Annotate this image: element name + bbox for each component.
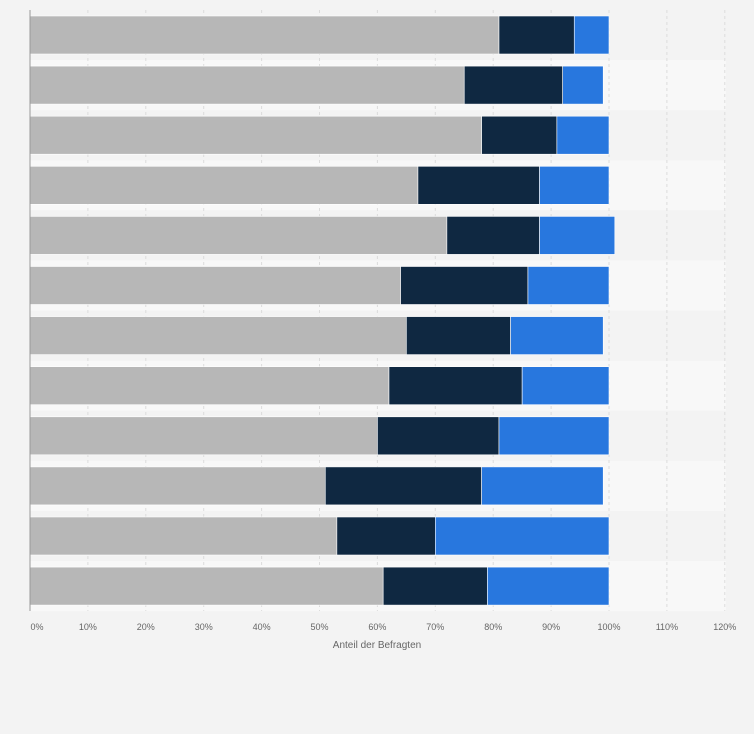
bar-segment-1[interactable] — [29, 316, 407, 355]
bar-segment-3[interactable] — [487, 566, 610, 606]
bar-segment-3[interactable] — [498, 416, 610, 456]
bar-segment-1[interactable] — [29, 466, 326, 506]
bar-segment-2[interactable] — [377, 416, 500, 456]
bar-segment-1[interactable] — [29, 115, 482, 155]
x-axis-ticks: 0% 10% 20% 30% 40% 50% 60% 70% 80% 90% 100% 110% 120… — [30, 622, 736, 632]
bar-segment-1[interactable] — [29, 566, 384, 606]
bar-segment-1[interactable] — [29, 366, 390, 406]
x-tick-label: 40% — [253, 622, 271, 632]
bar-segment-2[interactable] — [498, 15, 575, 55]
bar-segment-3[interactable] — [434, 516, 610, 556]
x-tick-label: 50% — [310, 622, 328, 632]
x-tick-label: 80% — [484, 622, 502, 632]
bar-segment-2[interactable] — [324, 466, 482, 506]
bar-segment-1[interactable] — [29, 216, 448, 255]
bar-segment-1[interactable] — [29, 516, 338, 556]
bar-segment-3[interactable] — [510, 316, 604, 355]
bar-segment-1[interactable] — [29, 65, 465, 105]
bar-segment-3[interactable] — [539, 216, 616, 255]
bar-segment-3[interactable] — [562, 65, 604, 105]
bar-segment-1[interactable] — [29, 166, 419, 205]
bar-segment-2[interactable] — [481, 115, 558, 155]
bar-segment-1[interactable] — [29, 416, 378, 456]
x-tick-label: 70% — [426, 622, 444, 632]
bar-segment-3[interactable] — [573, 15, 610, 55]
x-axis-title: Anteil der Befragten — [333, 640, 421, 651]
bars — [29, 15, 616, 606]
bar-segment-3[interactable] — [521, 366, 610, 406]
x-tick-label: 20% — [137, 622, 155, 632]
bar-segment-2[interactable] — [417, 166, 540, 205]
x-tick-label: 100% — [597, 622, 620, 632]
x-tick-label: 110% — [656, 622, 678, 632]
bar-segment-3[interactable] — [527, 266, 610, 305]
bar-segment-3[interactable] — [556, 115, 610, 155]
bar-segment-3[interactable] — [539, 166, 610, 205]
bar-segment-2[interactable] — [446, 216, 540, 255]
bar-segment-2[interactable] — [406, 316, 511, 355]
x-tick-label: 90% — [542, 622, 560, 632]
bar-segment-3[interactable] — [481, 466, 604, 506]
x-tick-label: 120% — [713, 622, 736, 632]
bar-segment-1[interactable] — [29, 15, 500, 55]
bar-segment-2[interactable] — [382, 566, 488, 606]
x-tick-label: 60% — [368, 622, 386, 632]
bar-segment-2[interactable] — [400, 266, 529, 305]
x-tick-label: 0% — [30, 622, 43, 632]
bar-segment-2[interactable] — [463, 65, 563, 105]
bar-segment-2[interactable] — [388, 366, 523, 406]
bar-segment-2[interactable] — [336, 516, 436, 556]
x-tick-label: 30% — [195, 622, 213, 632]
bar-segment-1[interactable] — [29, 266, 401, 305]
gridlines — [87, 10, 726, 611]
x-tick-label: 10% — [79, 622, 97, 632]
